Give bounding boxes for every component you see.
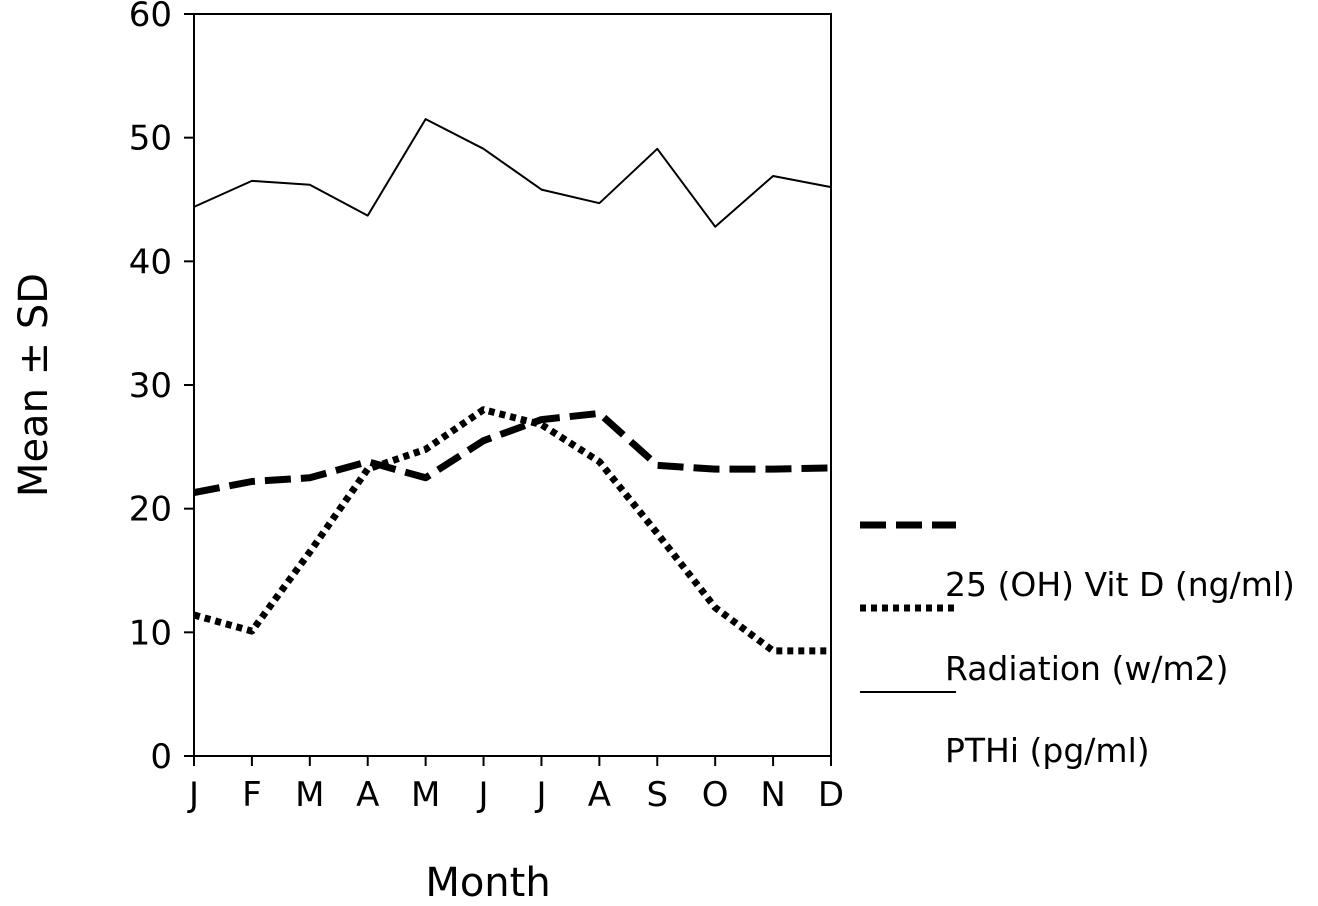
series-line-solid bbox=[193, 118, 832, 228]
x-tick-label: O bbox=[702, 775, 729, 815]
x-tick-label: N bbox=[760, 775, 785, 815]
y-axis-title: Mean ± SD bbox=[11, 273, 57, 497]
y-tick-label: 20 bbox=[129, 490, 172, 530]
series-line-dotted bbox=[193, 406, 831, 655]
y-tick-label: 50 bbox=[129, 119, 172, 159]
y-tick-label: 30 bbox=[129, 366, 172, 406]
plot-frame bbox=[193, 13, 832, 757]
x-tick-label: F bbox=[242, 775, 262, 815]
y-axis: 0 10 20 30 40 50 60 bbox=[129, 0, 194, 777]
x-tick-label: J bbox=[477, 775, 489, 815]
y-tick-label: 0 bbox=[150, 737, 172, 777]
x-tick-label: A bbox=[588, 775, 611, 815]
x-tick-label: S bbox=[646, 775, 668, 815]
y-tick-label: 40 bbox=[129, 242, 172, 282]
legend-label: Radiation (w/m2) bbox=[945, 649, 1228, 688]
y-tick-label: 60 bbox=[129, 0, 172, 35]
x-tick-label: J bbox=[187, 775, 199, 815]
x-tick-label: D bbox=[818, 775, 844, 815]
x-tick-label: M bbox=[411, 775, 440, 815]
y-tick-label: 10 bbox=[129, 613, 172, 653]
x-axis-title: Month bbox=[425, 860, 550, 906]
x-tick-label: M bbox=[295, 775, 324, 815]
legend-label: 25 (OH) Vit D (ng/ml) bbox=[945, 565, 1295, 604]
legend: 25 (OH) Vit D (ng/ml) Radiation (w/m2) PTH… bbox=[860, 521, 1295, 770]
x-tick-label: J bbox=[534, 775, 546, 815]
series-lines bbox=[193, 118, 832, 655]
legend-label: PTHi (pg/ml) bbox=[945, 731, 1150, 770]
series-line-dashed bbox=[193, 409, 832, 497]
x-tick-label: A bbox=[356, 775, 379, 815]
